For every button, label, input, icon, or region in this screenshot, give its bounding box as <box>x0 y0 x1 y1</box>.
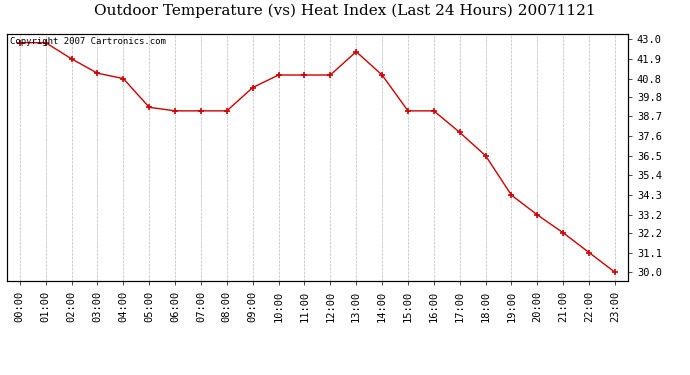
Text: Outdoor Temperature (vs) Heat Index (Last 24 Hours) 20071121: Outdoor Temperature (vs) Heat Index (Las… <box>95 4 595 18</box>
Text: Copyright 2007 Cartronics.com: Copyright 2007 Cartronics.com <box>10 38 166 46</box>
